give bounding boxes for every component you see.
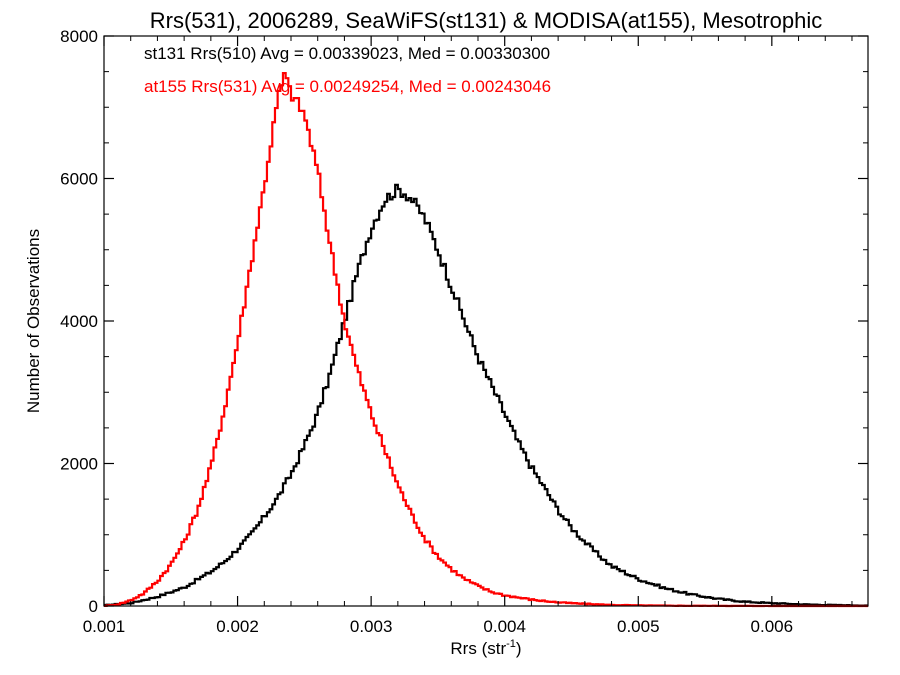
y-tick-label: 8000 xyxy=(60,27,98,46)
annotation-red-stats: at155 Rrs(531) Avg = 0.00249254, Med = 0… xyxy=(144,77,551,96)
x-tick-label: 0.002 xyxy=(216,617,259,636)
chart-title: Rrs(531), 2006289, SeaWiFS(st131) & MODI… xyxy=(150,8,823,33)
annotation-black-stats: st131 Rrs(510) Avg = 0.00339023, Med = 0… xyxy=(144,44,550,63)
x-tick-label: 0.001 xyxy=(83,617,126,636)
y-tick-label: 2000 xyxy=(60,455,98,474)
x-axis: 0.001 0.002 0.003 0.004 0.005 0.006 xyxy=(83,36,853,636)
x-tick-label: 0.005 xyxy=(617,617,660,636)
y-axis-title: Number of Observations xyxy=(24,229,43,413)
x-tick-label: 0.004 xyxy=(483,617,526,636)
series-layer xyxy=(104,72,868,608)
x-tick-label: 0.006 xyxy=(751,617,794,636)
histogram-series-1 xyxy=(104,72,868,608)
x-axis-title: Rrs (str-1) xyxy=(450,638,521,658)
x-axis-title-superscript: -1 xyxy=(506,638,516,650)
y-tick-label: 6000 xyxy=(60,170,98,189)
y-axis: 0 2000 4000 6000 8000 xyxy=(60,27,868,616)
histogram-series-0 xyxy=(104,183,868,607)
plot-frame xyxy=(103,35,869,607)
y-tick-label: 0 xyxy=(89,597,98,616)
x-tick-label: 0.003 xyxy=(350,617,393,636)
y-tick-label: 4000 xyxy=(60,312,98,331)
